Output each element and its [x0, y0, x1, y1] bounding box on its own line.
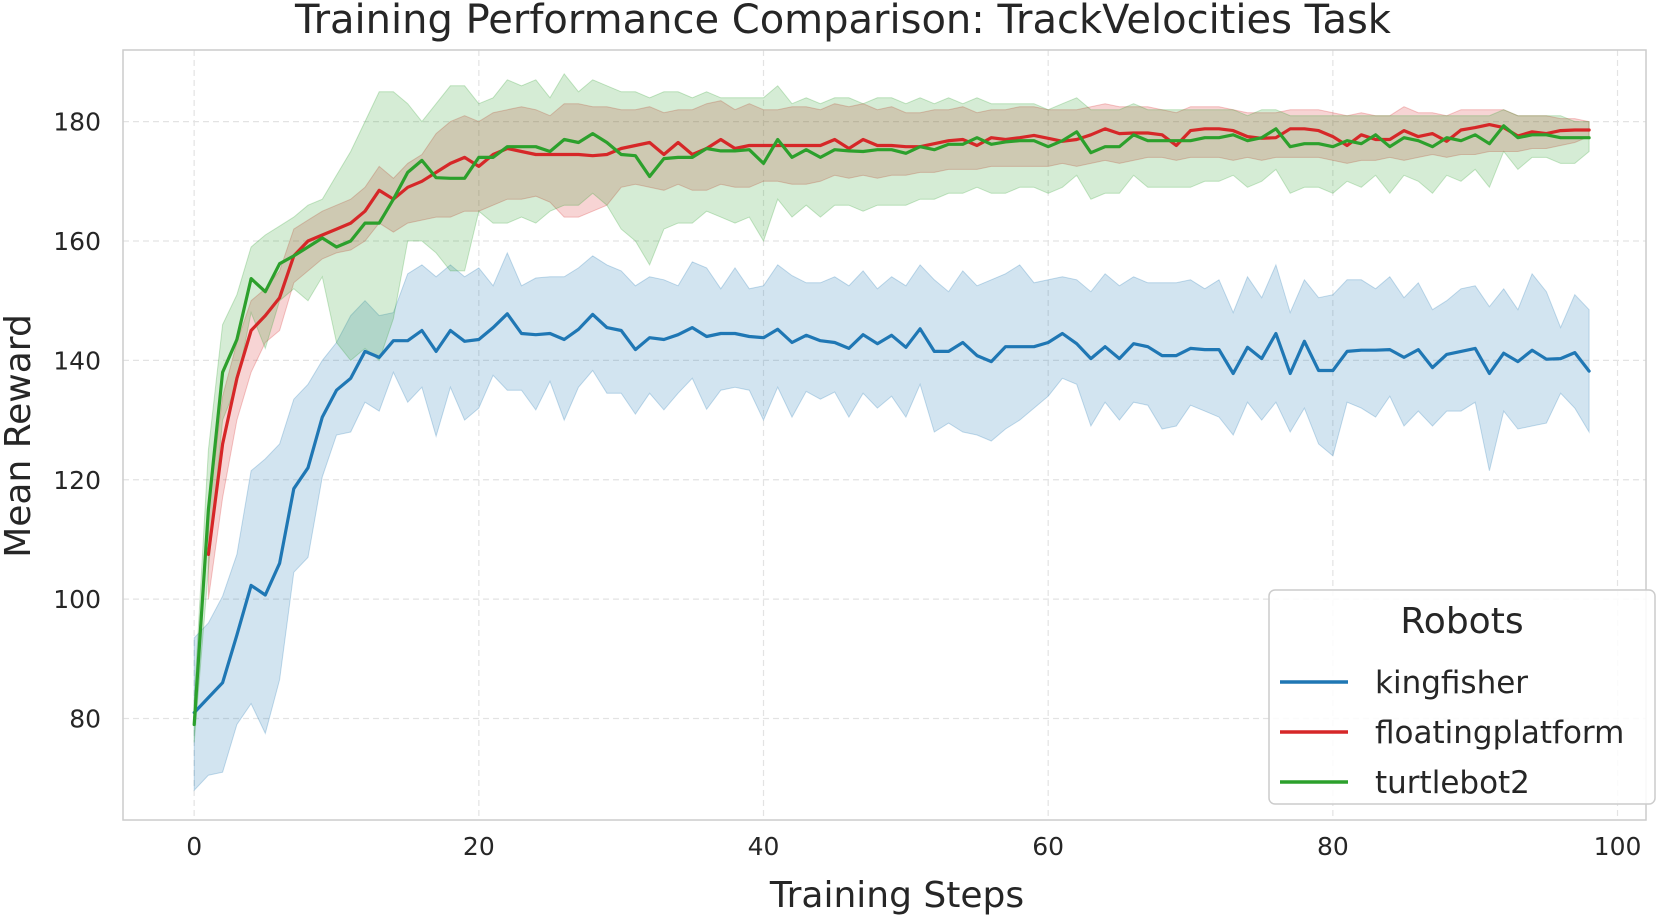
plot-frame [122, 49, 1647, 821]
x-tick-label: 60 [1032, 832, 1064, 861]
legend-label-turtlebot2: turtlebot2 [1375, 765, 1530, 801]
y-axis-label: Mean Reward [0, 314, 39, 558]
chart-title: Training Performance Comparison: TrackVe… [294, 0, 1392, 43]
turtlebot2-line [192, 124, 1591, 727]
series-lines [192, 122, 1591, 727]
y-tick-label: 80 [69, 705, 101, 734]
floatingplatform-line [206, 122, 1591, 557]
y-tick-label: 140 [53, 346, 101, 375]
kingfisher-band [193, 251, 1590, 792]
legend-items: kingfisher floatingplatform turtlebot2 [1280, 665, 1624, 801]
y-tick-label: 160 [53, 227, 101, 256]
legend-label-floatingplatform: floatingplatform [1375, 715, 1624, 751]
y-tick-label: 100 [53, 585, 101, 614]
x-axis-ticks: 0 20 40 60 80 100 [186, 832, 1641, 861]
x-tick-label: 20 [463, 832, 495, 861]
y-tick-label: 180 [53, 108, 101, 137]
legend-title: Robots [1400, 601, 1523, 642]
x-tick-label: 100 [1594, 832, 1642, 861]
x-tick-label: 0 [186, 832, 202, 861]
legend: Robots kingfisher floatingplatform turtleb… [1268, 589, 1656, 805]
y-tick-label: 120 [53, 466, 101, 495]
legend-box [1268, 589, 1656, 805]
kingfisher-line [192, 312, 1591, 715]
legend-label-kingfisher: kingfisher [1375, 665, 1528, 701]
y-axis-ticks: 80 100 120 140 160 180 [53, 108, 101, 734]
x-axis-label: Training Steps [769, 875, 1024, 916]
x-tick-label: 80 [1317, 832, 1349, 861]
x-tick-label: 40 [748, 832, 780, 861]
